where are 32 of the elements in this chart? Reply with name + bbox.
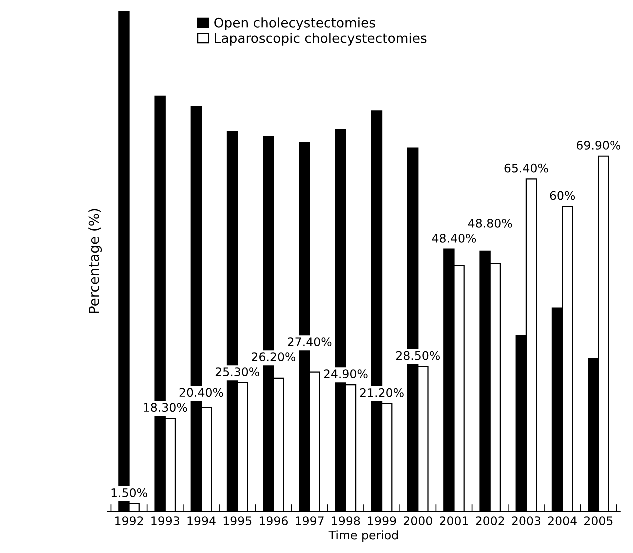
x-tick-label: 2001 (440, 516, 468, 526)
data-label: 69.90% (576, 140, 621, 150)
x-tick-label: 2003 (512, 516, 541, 526)
x-tick-label: 2004 (548, 516, 577, 526)
x-tick-label: 1995 (224, 516, 252, 526)
x-tick-label: 1997 (296, 516, 324, 526)
data-label: 1.50% (112, 488, 148, 498)
x-tick-label: 1994 (188, 516, 216, 526)
x-tick-label: 1996 (260, 516, 288, 526)
data-label: 60% (550, 191, 576, 200)
data-label: 25.30% (216, 368, 260, 377)
data-label: 48.80% (468, 218, 512, 228)
data-label: 26.20% (252, 352, 296, 362)
x-axis-title: Time period (328, 530, 398, 542)
x-tick-label: 1999 (368, 516, 396, 526)
data-label: 65.40% (504, 164, 548, 173)
legend-label: Open cholecystectomies (214, 18, 376, 30)
x-tick-label: 2000 (404, 516, 432, 526)
x-tick-label: 2002 (476, 516, 504, 526)
data-label: 27.40% (288, 338, 332, 347)
x-tick-label: 1992 (116, 516, 144, 526)
data-label: 18.30% (144, 403, 188, 412)
x-tick-label: 1993 (152, 516, 180, 526)
legend-label: Laparoscopic cholecystectomies (215, 33, 427, 46)
data-label: 28.50% (396, 351, 440, 360)
x-tick-label: 1998 (332, 516, 360, 526)
data-label: 48.40% (432, 234, 476, 243)
data-label: 21.20% (360, 388, 404, 398)
y-axis-title: Percentage (%) (88, 209, 102, 314)
data-label: 24.90% (324, 370, 368, 379)
x-tick-label: 2005 (584, 516, 613, 526)
data-label: 20.40% (180, 388, 224, 398)
